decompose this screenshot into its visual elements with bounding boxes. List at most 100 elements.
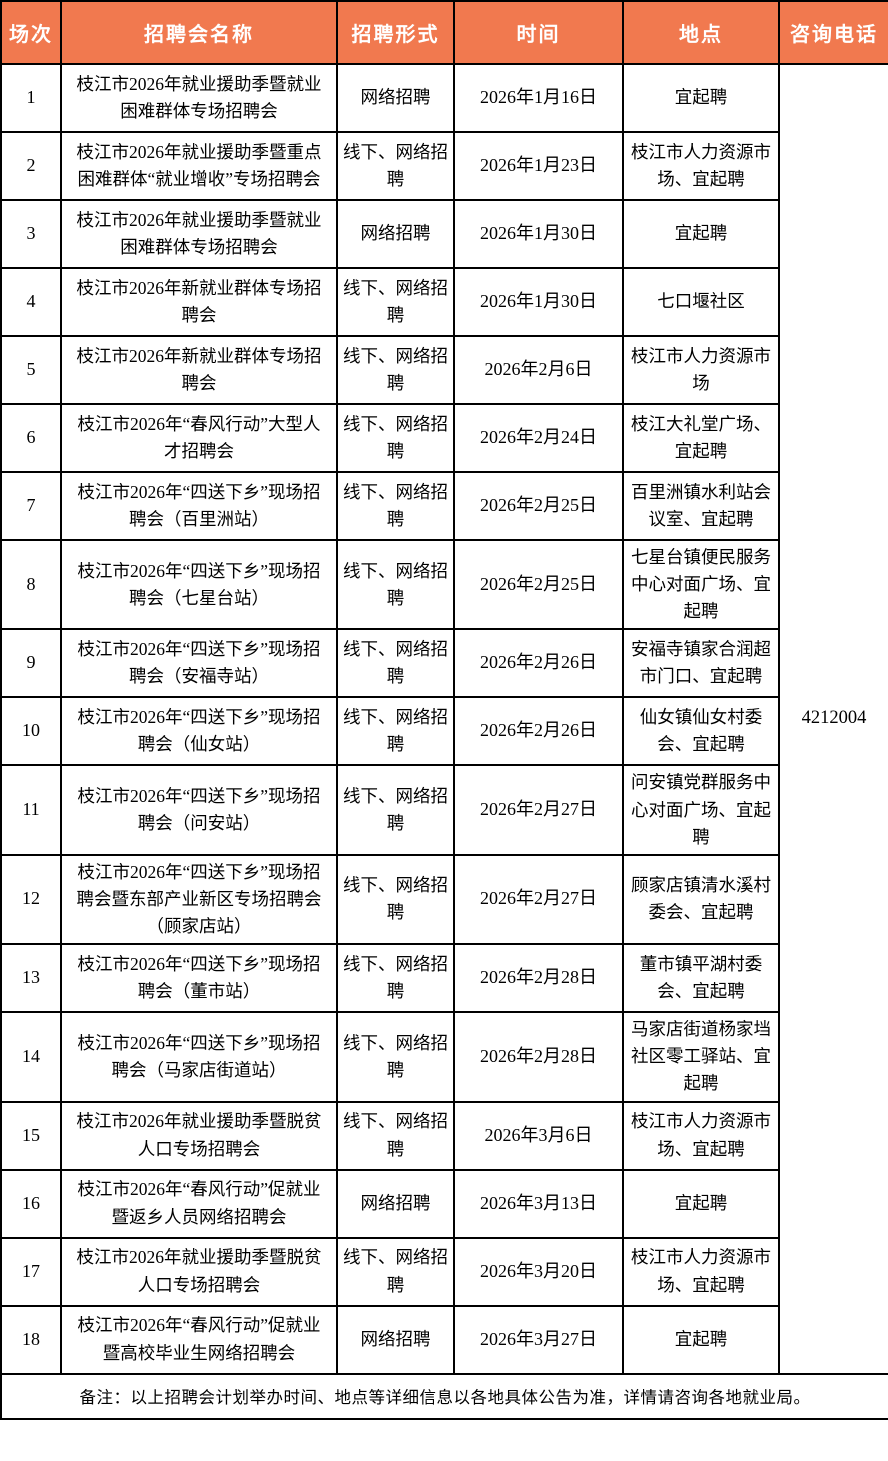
cell-phone-merged: 4212004 [778,63,888,1375]
cell-date: 2026年3月13日 [453,1168,624,1239]
cell-recruitment-form: 线下、网络招聘 [336,628,455,699]
cell-recruitment-form: 线下、网络招聘 [336,131,455,201]
cell-date: 2026年2月27日 [453,853,624,946]
job-fair-schedule-table: 场次 招聘会名称 招聘形式 时间 地点 咨询电话 1 枝江市2026年就业援助季… [0,0,888,1420]
cell-recruitment-form: 线下、网络招聘 [336,538,455,631]
table-header: 场次 招聘会名称 招聘形式 时间 地点 咨询电话 [0,0,888,65]
cell-session-number: 4 [0,267,62,337]
table-row: 4 枝江市2026年新就业群体专场招聘会 线下、网络招聘 2026年1月30日 … [0,267,888,337]
cell-location: 安福寺镇家合润超市门口、宜起聘 [622,628,780,699]
table-row: 2 枝江市2026年就业援助季暨重点困难群体“就业增收”专场招聘会 线下、网络招… [0,131,888,201]
cell-fair-name: 枝江市2026年“春风行动”大型人才招聘会 [60,403,338,473]
cell-location: 宜起聘 [622,1304,780,1375]
table-row: 7 枝江市2026年“四送下乡”现场招聘会（百里洲站） 线下、网络招聘 2026… [0,471,888,541]
header-location: 地点 [622,0,780,65]
cell-recruitment-form: 线下、网络招聘 [336,1236,455,1307]
cell-recruitment-form: 线下、网络招聘 [336,1011,455,1103]
cell-location: 七星台镇便民服务中心对面广场、宜起聘 [622,538,780,631]
table-footer: 备注：以上招聘会计划举办时间、地点等详细信息以各地具体公告为准，详情请咨询各地就… [0,1372,888,1420]
cell-location: 枝江市人力资源市场、宜起聘 [622,1100,780,1171]
cell-date: 2026年1月30日 [453,267,624,337]
cell-recruitment-form: 网络招聘 [336,1168,455,1239]
cell-session-number: 9 [0,628,62,699]
cell-session-number: 15 [0,1100,62,1171]
cell-recruitment-form: 线下、网络招聘 [336,853,455,946]
cell-fair-name: 枝江市2026年“四送下乡”现场招聘会（仙女站） [60,696,338,767]
cell-session-number: 12 [0,853,62,946]
cell-fair-name: 枝江市2026年“四送下乡”现场招聘会（问安站） [60,764,338,856]
table-row: 12 枝江市2026年“四送下乡”现场招聘会暨东部产业新区专场招聘会（顾家店站）… [0,853,888,946]
header-fair-name: 招聘会名称 [60,0,338,65]
cell-session-number: 16 [0,1168,62,1239]
cell-recruitment-form: 线下、网络招聘 [336,1100,455,1171]
header-phone: 咨询电话 [778,0,888,65]
cell-fair-name: 枝江市2026年“四送下乡”现场招聘会（马家店街道站） [60,1011,338,1103]
cell-recruitment-form: 网络招聘 [336,199,455,269]
cell-date: 2026年2月24日 [453,403,624,473]
cell-date: 2026年2月28日 [453,1011,624,1103]
cell-date: 2026年2月28日 [453,943,624,1014]
table-row: 16 枝江市2026年“春风行动”促就业暨返乡人员网络招聘会 网络招聘 2026… [0,1168,888,1239]
cell-location: 宜起聘 [622,199,780,269]
cell-session-number: 13 [0,943,62,1014]
cell-recruitment-form: 线下、网络招聘 [336,471,455,541]
header-row: 场次 招聘会名称 招聘形式 时间 地点 咨询电话 [0,0,888,65]
note-row: 备注：以上招聘会计划举办时间、地点等详细信息以各地具体公告为准，详情请咨询各地就… [0,1372,888,1420]
table-row: 14 枝江市2026年“四送下乡”现场招聘会（马家店街道站） 线下、网络招聘 2… [0,1011,888,1103]
table-row: 18 枝江市2026年“春风行动”促就业暨高校毕业生网络招聘会 网络招聘 202… [0,1304,888,1375]
cell-date: 2026年2月27日 [453,764,624,856]
cell-date: 2026年3月20日 [453,1236,624,1307]
table-row: 6 枝江市2026年“春风行动”大型人才招聘会 线下、网络招聘 2026年2月2… [0,403,888,473]
cell-fair-name: 枝江市2026年“四送下乡”现场招聘会暨东部产业新区专场招聘会（顾家店站） [60,853,338,946]
cell-location: 七口堰社区 [622,267,780,337]
cell-location: 枝江市人力资源市场 [622,335,780,405]
table-row: 15 枝江市2026年就业援助季暨脱贫人口专场招聘会 线下、网络招聘 2026年… [0,1100,888,1171]
header-session: 场次 [0,0,62,65]
cell-location: 枝江大礼堂广场、宜起聘 [622,403,780,473]
cell-session-number: 2 [0,131,62,201]
cell-location: 枝江市人力资源市场、宜起聘 [622,1236,780,1307]
table-row: 17 枝江市2026年就业援助季暨脱贫人口专场招聘会 线下、网络招聘 2026年… [0,1236,888,1307]
table-row: 13 枝江市2026年“四送下乡”现场招聘会（董市站） 线下、网络招聘 2026… [0,943,888,1014]
cell-location: 宜起聘 [622,1168,780,1239]
cell-location: 宜起聘 [622,63,780,133]
cell-recruitment-form: 线下、网络招聘 [336,403,455,473]
cell-location: 董市镇平湖村委会、宜起聘 [622,943,780,1014]
cell-location: 问安镇党群服务中心对面广场、宜起聘 [622,764,780,856]
cell-session-number: 1 [0,63,62,133]
cell-session-number: 8 [0,538,62,631]
table-row: 8 枝江市2026年“四送下乡”现场招聘会（七星台站） 线下、网络招聘 2026… [0,538,888,631]
cell-session-number: 7 [0,471,62,541]
cell-date: 2026年2月25日 [453,538,624,631]
cell-session-number: 17 [0,1236,62,1307]
cell-date: 2026年2月26日 [453,696,624,767]
cell-fair-name: 枝江市2026年就业援助季暨脱贫人口专场招聘会 [60,1236,338,1307]
cell-recruitment-form: 网络招聘 [336,1304,455,1375]
cell-session-number: 18 [0,1304,62,1375]
cell-date: 2026年3月27日 [453,1304,624,1375]
cell-date: 2026年2月6日 [453,335,624,405]
table-row: 10 枝江市2026年“四送下乡”现场招聘会（仙女站） 线下、网络招聘 2026… [0,696,888,767]
cell-date: 2026年2月25日 [453,471,624,541]
table-row: 3 枝江市2026年就业援助季暨就业困难群体专场招聘会 网络招聘 2026年1月… [0,199,888,269]
cell-fair-name: 枝江市2026年“四送下乡”现场招聘会（安福寺站） [60,628,338,699]
cell-date: 2026年1月23日 [453,131,624,201]
cell-recruitment-form: 线下、网络招聘 [336,943,455,1014]
note-text: 备注：以上招聘会计划举办时间、地点等详细信息以各地具体公告为准，详情请咨询各地就… [0,1372,888,1420]
cell-fair-name: 枝江市2026年就业援助季暨就业困难群体专场招聘会 [60,63,338,133]
cell-fair-name: 枝江市2026年“春风行动”促就业暨高校毕业生网络招聘会 [60,1304,338,1375]
cell-date: 2026年1月16日 [453,63,624,133]
cell-fair-name: 枝江市2026年新就业群体专场招聘会 [60,335,338,405]
cell-fair-name: 枝江市2026年就业援助季暨就业困难群体专场招聘会 [60,199,338,269]
cell-session-number: 14 [0,1011,62,1103]
table-row: 11 枝江市2026年“四送下乡”现场招聘会（问安站） 线下、网络招聘 2026… [0,764,888,856]
cell-location: 仙女镇仙女村委会、宜起聘 [622,696,780,767]
cell-session-number: 11 [0,764,62,856]
table-row: 5 枝江市2026年新就业群体专场招聘会 线下、网络招聘 2026年2月6日 枝… [0,335,888,405]
table-row: 1 枝江市2026年就业援助季暨就业困难群体专场招聘会 网络招聘 2026年1月… [0,63,888,1375]
cell-date: 2026年2月26日 [453,628,624,699]
header-recruitment-form: 招聘形式 [336,0,455,65]
cell-date: 2026年1月30日 [453,199,624,269]
table-row: 9 枝江市2026年“四送下乡”现场招聘会（安福寺站） 线下、网络招聘 2026… [0,628,888,699]
cell-recruitment-form: 线下、网络招聘 [336,764,455,856]
